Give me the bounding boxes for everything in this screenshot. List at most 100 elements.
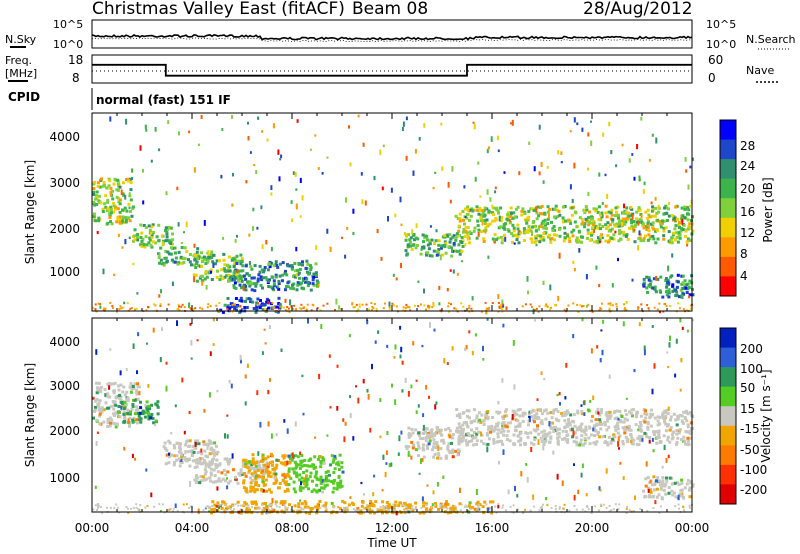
vel-cells-cell (98, 422, 102, 426)
vel-cells-cell (298, 473, 302, 477)
vel-cells-cell (337, 468, 341, 472)
power-cells-scatter-cell (546, 165, 549, 169)
vel-cells-cell (129, 382, 133, 386)
vel-cells-cell (584, 433, 588, 437)
vel-cells-cell (281, 473, 285, 477)
vel-cells-cell (606, 417, 610, 421)
vel-cells-cell (486, 416, 490, 420)
vel-cells-cell (659, 487, 663, 491)
power-cells-cell (218, 278, 222, 282)
vel-cbar-swatch (720, 386, 736, 407)
power-cells-cell (642, 237, 646, 241)
power-cells-scatter-cell (341, 236, 343, 240)
power-cells-cell (468, 218, 471, 222)
power-cells-ground-cell (300, 303, 303, 306)
power-cells-cell (496, 209, 500, 213)
power-cells-ground-cell (581, 305, 583, 308)
power-cells-scatter-cell (668, 201, 671, 206)
vel-cells-cell (682, 496, 686, 500)
vel-cells-cell (418, 511, 422, 515)
power-cells-ground-cell (678, 307, 681, 310)
power-cells-cell (455, 232, 459, 236)
power-cells-cell (535, 217, 539, 221)
power-cells-ground-cell (104, 307, 107, 310)
vel-cells-cell (529, 441, 533, 445)
power-cells-cell (499, 219, 503, 223)
vel-cells-cell (655, 487, 659, 491)
power-cells-cell (450, 254, 454, 258)
vel-cells-scatter-cell (608, 374, 611, 379)
power-cells-cell (501, 238, 504, 242)
vel-cells-ground-cell (153, 505, 156, 508)
vel-cells-cell (675, 429, 679, 432)
power-cells-scatter-cell (654, 288, 657, 293)
power-cells-cell (135, 235, 139, 239)
power-cells-cell (651, 225, 655, 229)
power-cells-cell (633, 225, 637, 229)
vel-cells-cell (475, 416, 479, 420)
power-cells-scatter-cell (518, 230, 521, 233)
power-cells-ground-cell (447, 302, 450, 305)
vel-cells-cell (533, 436, 537, 440)
vel-cells-cell (517, 433, 521, 437)
vel-cells-cell (466, 414, 469, 418)
vel-cells-scatter-cell (415, 379, 418, 382)
vel-cells-cell (326, 469, 330, 473)
power-cells-cell (197, 255, 201, 259)
power-cells-scatter-cell (315, 245, 318, 250)
vel-cells-cell (580, 434, 584, 438)
power-cells-cell (558, 213, 562, 217)
vel-cells-cell (662, 488, 666, 492)
vel-cells-cell (539, 436, 543, 440)
power-cells-cell (614, 206, 618, 210)
vel-cells-cell (97, 408, 101, 412)
vel-cells-cell (683, 486, 687, 490)
vel-cells-ground-cell (139, 504, 142, 507)
vel-cells-cell (113, 389, 116, 393)
power-cells-cell (515, 207, 518, 211)
vel-cells-cell (679, 494, 683, 498)
power-cells-scatter-cell (399, 196, 402, 203)
vel-cells-scatter-cell (125, 368, 128, 371)
power-cells-scatter-cell (486, 189, 489, 195)
vel-cells-cell (213, 507, 216, 511)
vel-cells-scatter-cell (349, 496, 352, 499)
power-cells-cell (572, 228, 576, 232)
vel-cells-ground-cell (403, 508, 406, 511)
power-cells-cell (546, 222, 550, 225)
vel-cells-cell (635, 410, 639, 414)
vel-cells-cell (180, 453, 183, 457)
vel-cells-cell (126, 412, 130, 415)
power-cells-cell (667, 207, 670, 211)
vel-cells-cell (515, 412, 519, 416)
power-cells-cell (180, 262, 184, 266)
vel-cells-cell (274, 466, 278, 470)
vel-cells-cell (636, 436, 640, 440)
vel-cells-cell (688, 486, 692, 490)
power-cells-scatter-cell (220, 174, 223, 179)
velocity-colorbar-label: Velocity [m s⁻¹] (759, 369, 773, 462)
power-cells-cell (217, 259, 221, 263)
power-cells-cell (616, 223, 620, 227)
power-cells-cell (585, 236, 589, 240)
power-cells-cell (118, 210, 122, 214)
vel-cells-cell (624, 425, 627, 429)
power-cells-cell (426, 238, 430, 242)
vel-cells-scatter-cell (377, 330, 380, 334)
power-cells-scatter-cell (299, 215, 302, 218)
vel-cells-cell (387, 503, 391, 507)
power-cells-cell (633, 240, 637, 244)
vel-cells-scatter-cell (502, 449, 505, 455)
power-cells-cell (142, 224, 146, 227)
vel-cells-cell (274, 481, 278, 485)
vel-cells-cell (249, 489, 253, 493)
power-cells-cell (590, 217, 593, 221)
power-cells-cell (235, 262, 239, 265)
power-cells-cell (264, 276, 268, 280)
power-cells-ground-cell (306, 303, 309, 306)
power-cells-cell (652, 227, 656, 231)
power-cells-scatter-cell (686, 243, 689, 247)
vel-cells-scatter-cell (261, 351, 264, 355)
vel-cells-cell (666, 435, 670, 439)
power-cells-ground-cell (391, 302, 394, 305)
